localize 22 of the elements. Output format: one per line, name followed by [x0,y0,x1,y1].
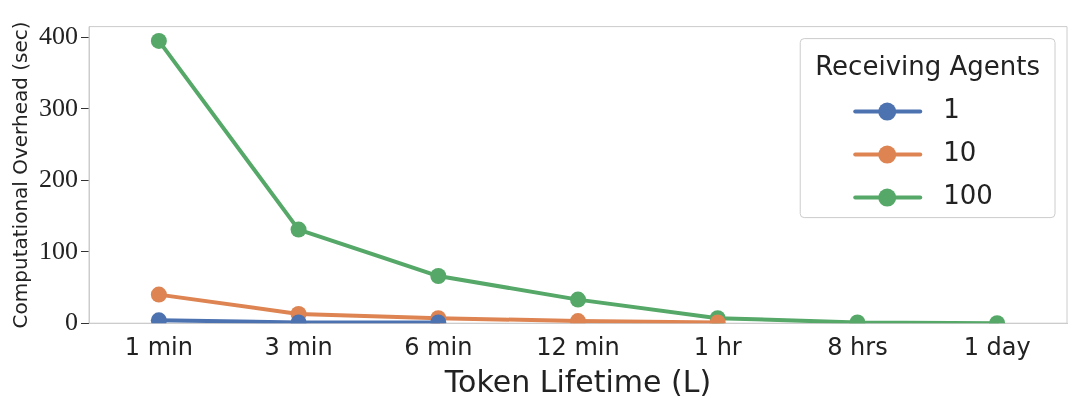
x-axis-title: Token Lifetime (L) [443,363,712,399]
x-tick-label: 1 min [124,332,193,361]
legend-label: 1 [943,94,960,125]
legend-title: Receiving Agents [815,51,1041,82]
y-tick-label: 0 [65,307,78,337]
point [570,291,586,308]
x-tick-label: 8 hrs [827,332,888,361]
legend-label: 10 [943,137,977,168]
y-axis-title: Computational Overhead (sec) [8,21,33,329]
x-tick-label: 3 min [264,332,333,361]
point [290,221,307,238]
point [150,32,167,49]
point [150,286,167,303]
x-tick-label: 6 min [404,332,473,361]
legend-label: 100 [943,180,993,211]
x-tick-label: 12 min [536,332,620,361]
y-tick-label: 200 [39,164,78,194]
y-tick-label: 400 [39,21,78,51]
y-tick-label: 100 [39,235,78,265]
x-tick-label: 1 hr [693,332,742,361]
x-tick-label: 1 day [963,332,1031,361]
y-tick-label: 300 [39,92,78,122]
